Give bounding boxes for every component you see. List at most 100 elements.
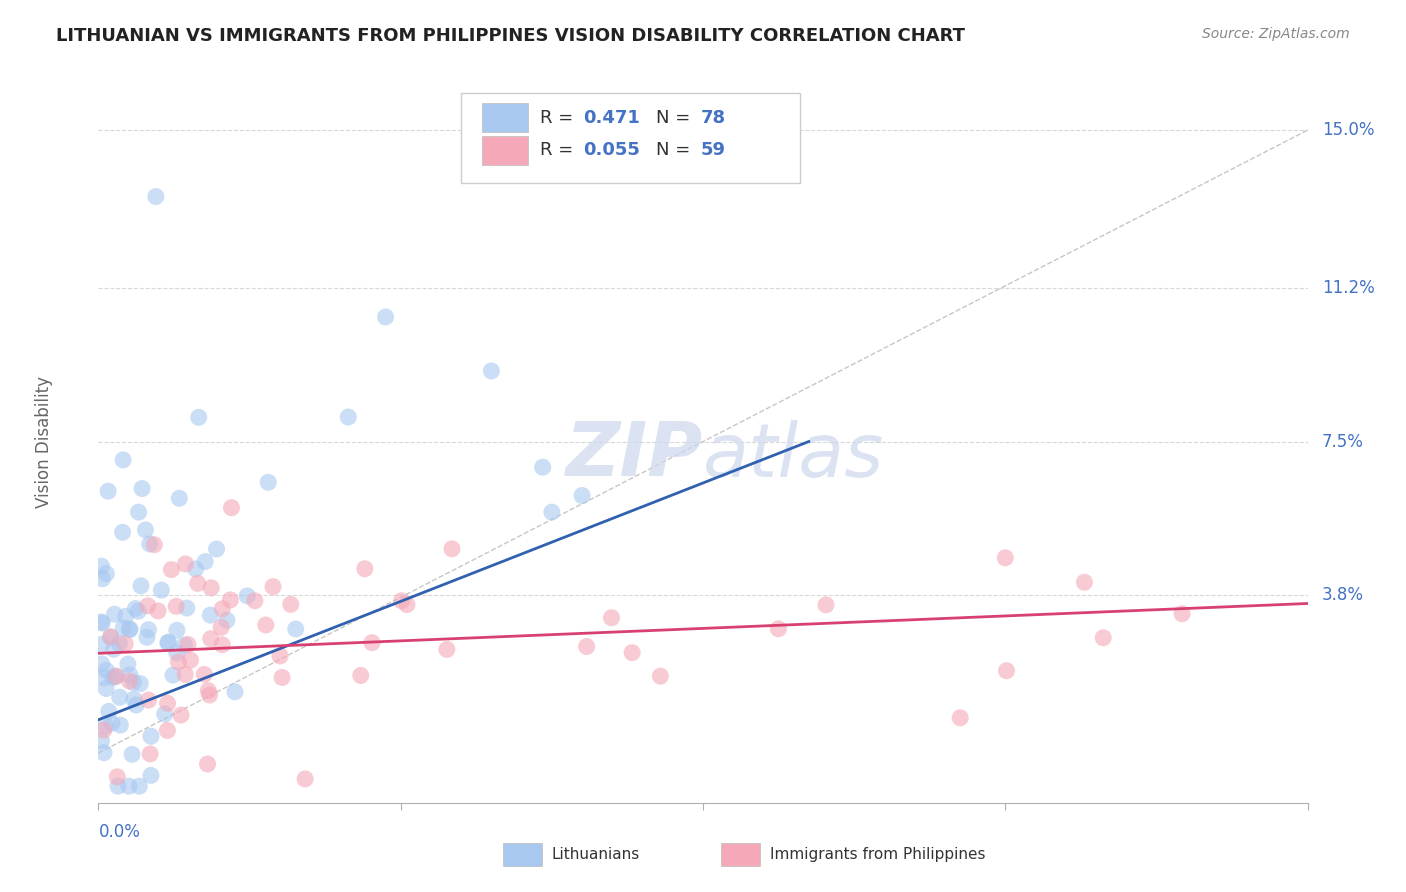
Text: 0.471: 0.471	[583, 109, 640, 127]
Point	[1092, 631, 1115, 645]
Point	[170, 708, 193, 723]
Point	[111, 525, 134, 540]
Point	[174, 557, 197, 571]
Point	[184, 562, 207, 576]
Point	[224, 685, 246, 699]
Point	[179, 653, 201, 667]
Point	[211, 638, 233, 652]
Point	[200, 632, 222, 646]
Text: Immigrants from Philippines: Immigrants from Philippines	[769, 847, 986, 863]
Point	[166, 646, 188, 660]
Point	[118, 623, 141, 637]
Point	[174, 667, 197, 681]
FancyBboxPatch shape	[482, 136, 527, 165]
Point	[167, 655, 190, 669]
Text: R =: R =	[540, 141, 579, 160]
Point	[200, 581, 222, 595]
Point	[197, 757, 219, 772]
Point	[139, 768, 162, 782]
Point	[166, 624, 188, 638]
Point	[129, 579, 152, 593]
Point	[994, 550, 1017, 565]
Point	[374, 310, 396, 324]
Point	[768, 622, 790, 636]
Point	[128, 505, 150, 519]
Point	[139, 729, 162, 743]
Point	[122, 692, 145, 706]
Point	[120, 622, 142, 636]
Point	[156, 696, 179, 710]
Point	[176, 601, 198, 615]
Point	[177, 637, 200, 651]
Point	[96, 664, 118, 678]
Point	[254, 618, 277, 632]
Point	[138, 623, 160, 637]
Point	[114, 609, 136, 624]
Point	[105, 770, 128, 784]
Point	[153, 706, 176, 721]
Point	[215, 613, 238, 627]
Point	[100, 630, 122, 644]
Point	[93, 723, 115, 737]
Text: N =: N =	[655, 141, 696, 160]
Point	[1073, 575, 1095, 590]
Point	[157, 635, 180, 649]
Point	[236, 589, 259, 603]
Point	[194, 555, 217, 569]
Point	[103, 642, 125, 657]
Point	[124, 601, 146, 615]
Point	[200, 608, 222, 623]
Point	[395, 598, 418, 612]
Point	[262, 580, 284, 594]
Point	[197, 683, 219, 698]
Point	[219, 593, 242, 607]
Point	[198, 688, 221, 702]
Point	[269, 648, 291, 663]
Point	[160, 563, 183, 577]
Point	[284, 622, 307, 636]
Point	[128, 779, 150, 793]
Text: R =: R =	[540, 109, 579, 127]
Point	[353, 562, 375, 576]
Point	[145, 189, 167, 203]
Point	[103, 671, 125, 685]
Point	[121, 747, 143, 762]
Point	[90, 615, 112, 629]
Point	[131, 482, 153, 496]
Point	[138, 693, 160, 707]
Point	[169, 491, 191, 506]
Text: 0.055: 0.055	[583, 141, 640, 160]
Text: 0.0%: 0.0%	[98, 823, 141, 841]
Text: Lithuanians: Lithuanians	[551, 847, 640, 863]
Point	[117, 657, 139, 672]
Point	[134, 523, 156, 537]
Point	[93, 671, 115, 685]
Point	[150, 583, 173, 598]
Point	[112, 453, 135, 467]
FancyBboxPatch shape	[482, 103, 527, 132]
Text: 11.2%: 11.2%	[1322, 279, 1375, 297]
Point	[156, 636, 179, 650]
Text: 7.5%: 7.5%	[1322, 433, 1364, 450]
Point	[90, 637, 112, 651]
Point	[91, 572, 114, 586]
Point	[96, 566, 118, 581]
Point	[361, 635, 384, 649]
Text: Vision Disability: Vision Disability	[35, 376, 53, 508]
Text: 3.8%: 3.8%	[1322, 586, 1364, 604]
Point	[139, 537, 162, 551]
Text: 59: 59	[700, 141, 725, 160]
Text: 15.0%: 15.0%	[1322, 121, 1375, 139]
Point	[162, 668, 184, 682]
Point	[995, 664, 1018, 678]
Point	[391, 594, 413, 608]
Point	[97, 484, 120, 499]
Point	[540, 505, 562, 519]
Point	[600, 610, 623, 624]
Point	[165, 599, 187, 614]
Point	[350, 668, 373, 682]
Point	[271, 670, 294, 684]
Point	[139, 747, 162, 761]
Point	[129, 676, 152, 690]
Point	[814, 598, 837, 612]
